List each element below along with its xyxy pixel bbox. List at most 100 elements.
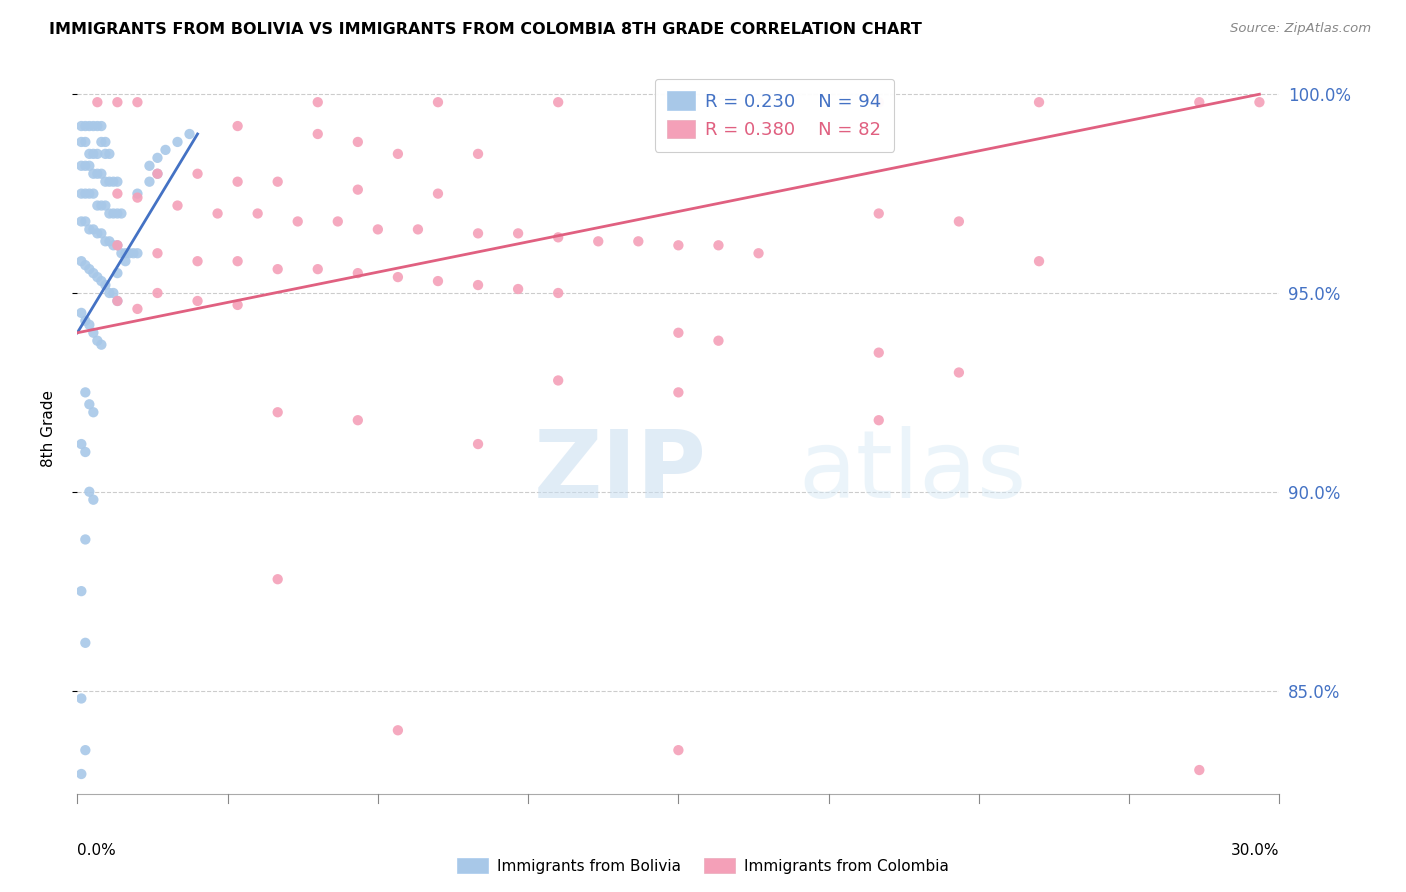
Point — [868, 345, 890, 359]
Point — [347, 183, 370, 197]
Point — [127, 301, 149, 316]
Point — [75, 159, 97, 173]
Point — [146, 246, 169, 260]
Point — [287, 214, 309, 228]
Point — [86, 198, 108, 212]
Point — [146, 285, 169, 300]
Point — [75, 385, 97, 400]
Point — [122, 246, 145, 260]
Point — [90, 274, 112, 288]
Point — [427, 186, 450, 201]
Point — [146, 167, 169, 181]
Point — [107, 186, 129, 201]
Point — [347, 413, 370, 427]
Point — [90, 198, 112, 212]
Point — [94, 147, 117, 161]
Point — [307, 262, 329, 277]
Point — [267, 572, 290, 586]
Point — [367, 222, 389, 236]
Point — [387, 270, 409, 285]
Point — [326, 214, 349, 228]
Point — [75, 743, 97, 757]
Point — [427, 95, 450, 110]
Point — [82, 492, 104, 507]
Point — [110, 246, 132, 260]
Point — [387, 723, 409, 738]
Point — [94, 235, 117, 249]
Text: Source: ZipAtlas.com: Source: ZipAtlas.com — [1230, 22, 1371, 36]
Point — [79, 119, 101, 133]
Point — [103, 206, 125, 220]
Point — [668, 385, 690, 400]
Point — [86, 334, 108, 348]
Point — [70, 214, 93, 228]
Point — [1249, 95, 1271, 110]
Point — [948, 366, 970, 380]
Point — [90, 135, 112, 149]
Point — [267, 262, 290, 277]
Text: 0.0%: 0.0% — [77, 843, 117, 858]
Point — [146, 167, 169, 181]
Point — [668, 238, 690, 252]
Point — [1028, 95, 1050, 110]
Point — [90, 227, 112, 241]
Point — [307, 127, 329, 141]
Point — [70, 119, 93, 133]
Point — [868, 206, 890, 220]
Point — [347, 135, 370, 149]
Point — [79, 318, 101, 332]
Point — [86, 270, 108, 285]
Point — [86, 95, 108, 110]
Point — [75, 135, 97, 149]
Point — [79, 222, 101, 236]
Point — [707, 334, 730, 348]
Point — [70, 254, 93, 268]
Point — [94, 135, 117, 149]
Point — [98, 206, 121, 220]
Point — [467, 278, 489, 293]
Point — [347, 266, 370, 280]
Point — [187, 254, 209, 268]
Point — [707, 238, 730, 252]
Point — [79, 397, 101, 411]
Point — [79, 159, 101, 173]
Point — [107, 175, 129, 189]
Point — [246, 206, 269, 220]
Point — [98, 235, 121, 249]
Point — [187, 167, 209, 181]
Point — [1188, 95, 1211, 110]
Text: atlas: atlas — [799, 426, 1026, 518]
Point — [187, 293, 209, 308]
Point — [427, 274, 450, 288]
Point — [82, 266, 104, 280]
Point — [166, 135, 188, 149]
Point — [94, 198, 117, 212]
Point — [75, 533, 97, 547]
Point — [467, 227, 489, 241]
Point — [1188, 763, 1211, 777]
Point — [668, 743, 690, 757]
Point — [138, 175, 160, 189]
Point — [98, 285, 121, 300]
Point — [70, 437, 93, 451]
Point — [75, 314, 97, 328]
Point — [75, 214, 97, 228]
Point — [79, 186, 101, 201]
Point — [82, 119, 104, 133]
Point — [107, 238, 129, 252]
Point — [1028, 254, 1050, 268]
Point — [79, 147, 101, 161]
Point — [467, 437, 489, 451]
Point — [267, 175, 290, 189]
Point — [79, 262, 101, 277]
Point — [118, 246, 141, 260]
Point — [307, 95, 329, 110]
Point — [547, 374, 569, 388]
Point — [98, 147, 121, 161]
Point — [70, 186, 93, 201]
Point — [90, 337, 112, 351]
Point — [207, 206, 229, 220]
Point — [127, 186, 149, 201]
Point — [508, 227, 530, 241]
Point — [668, 95, 690, 110]
